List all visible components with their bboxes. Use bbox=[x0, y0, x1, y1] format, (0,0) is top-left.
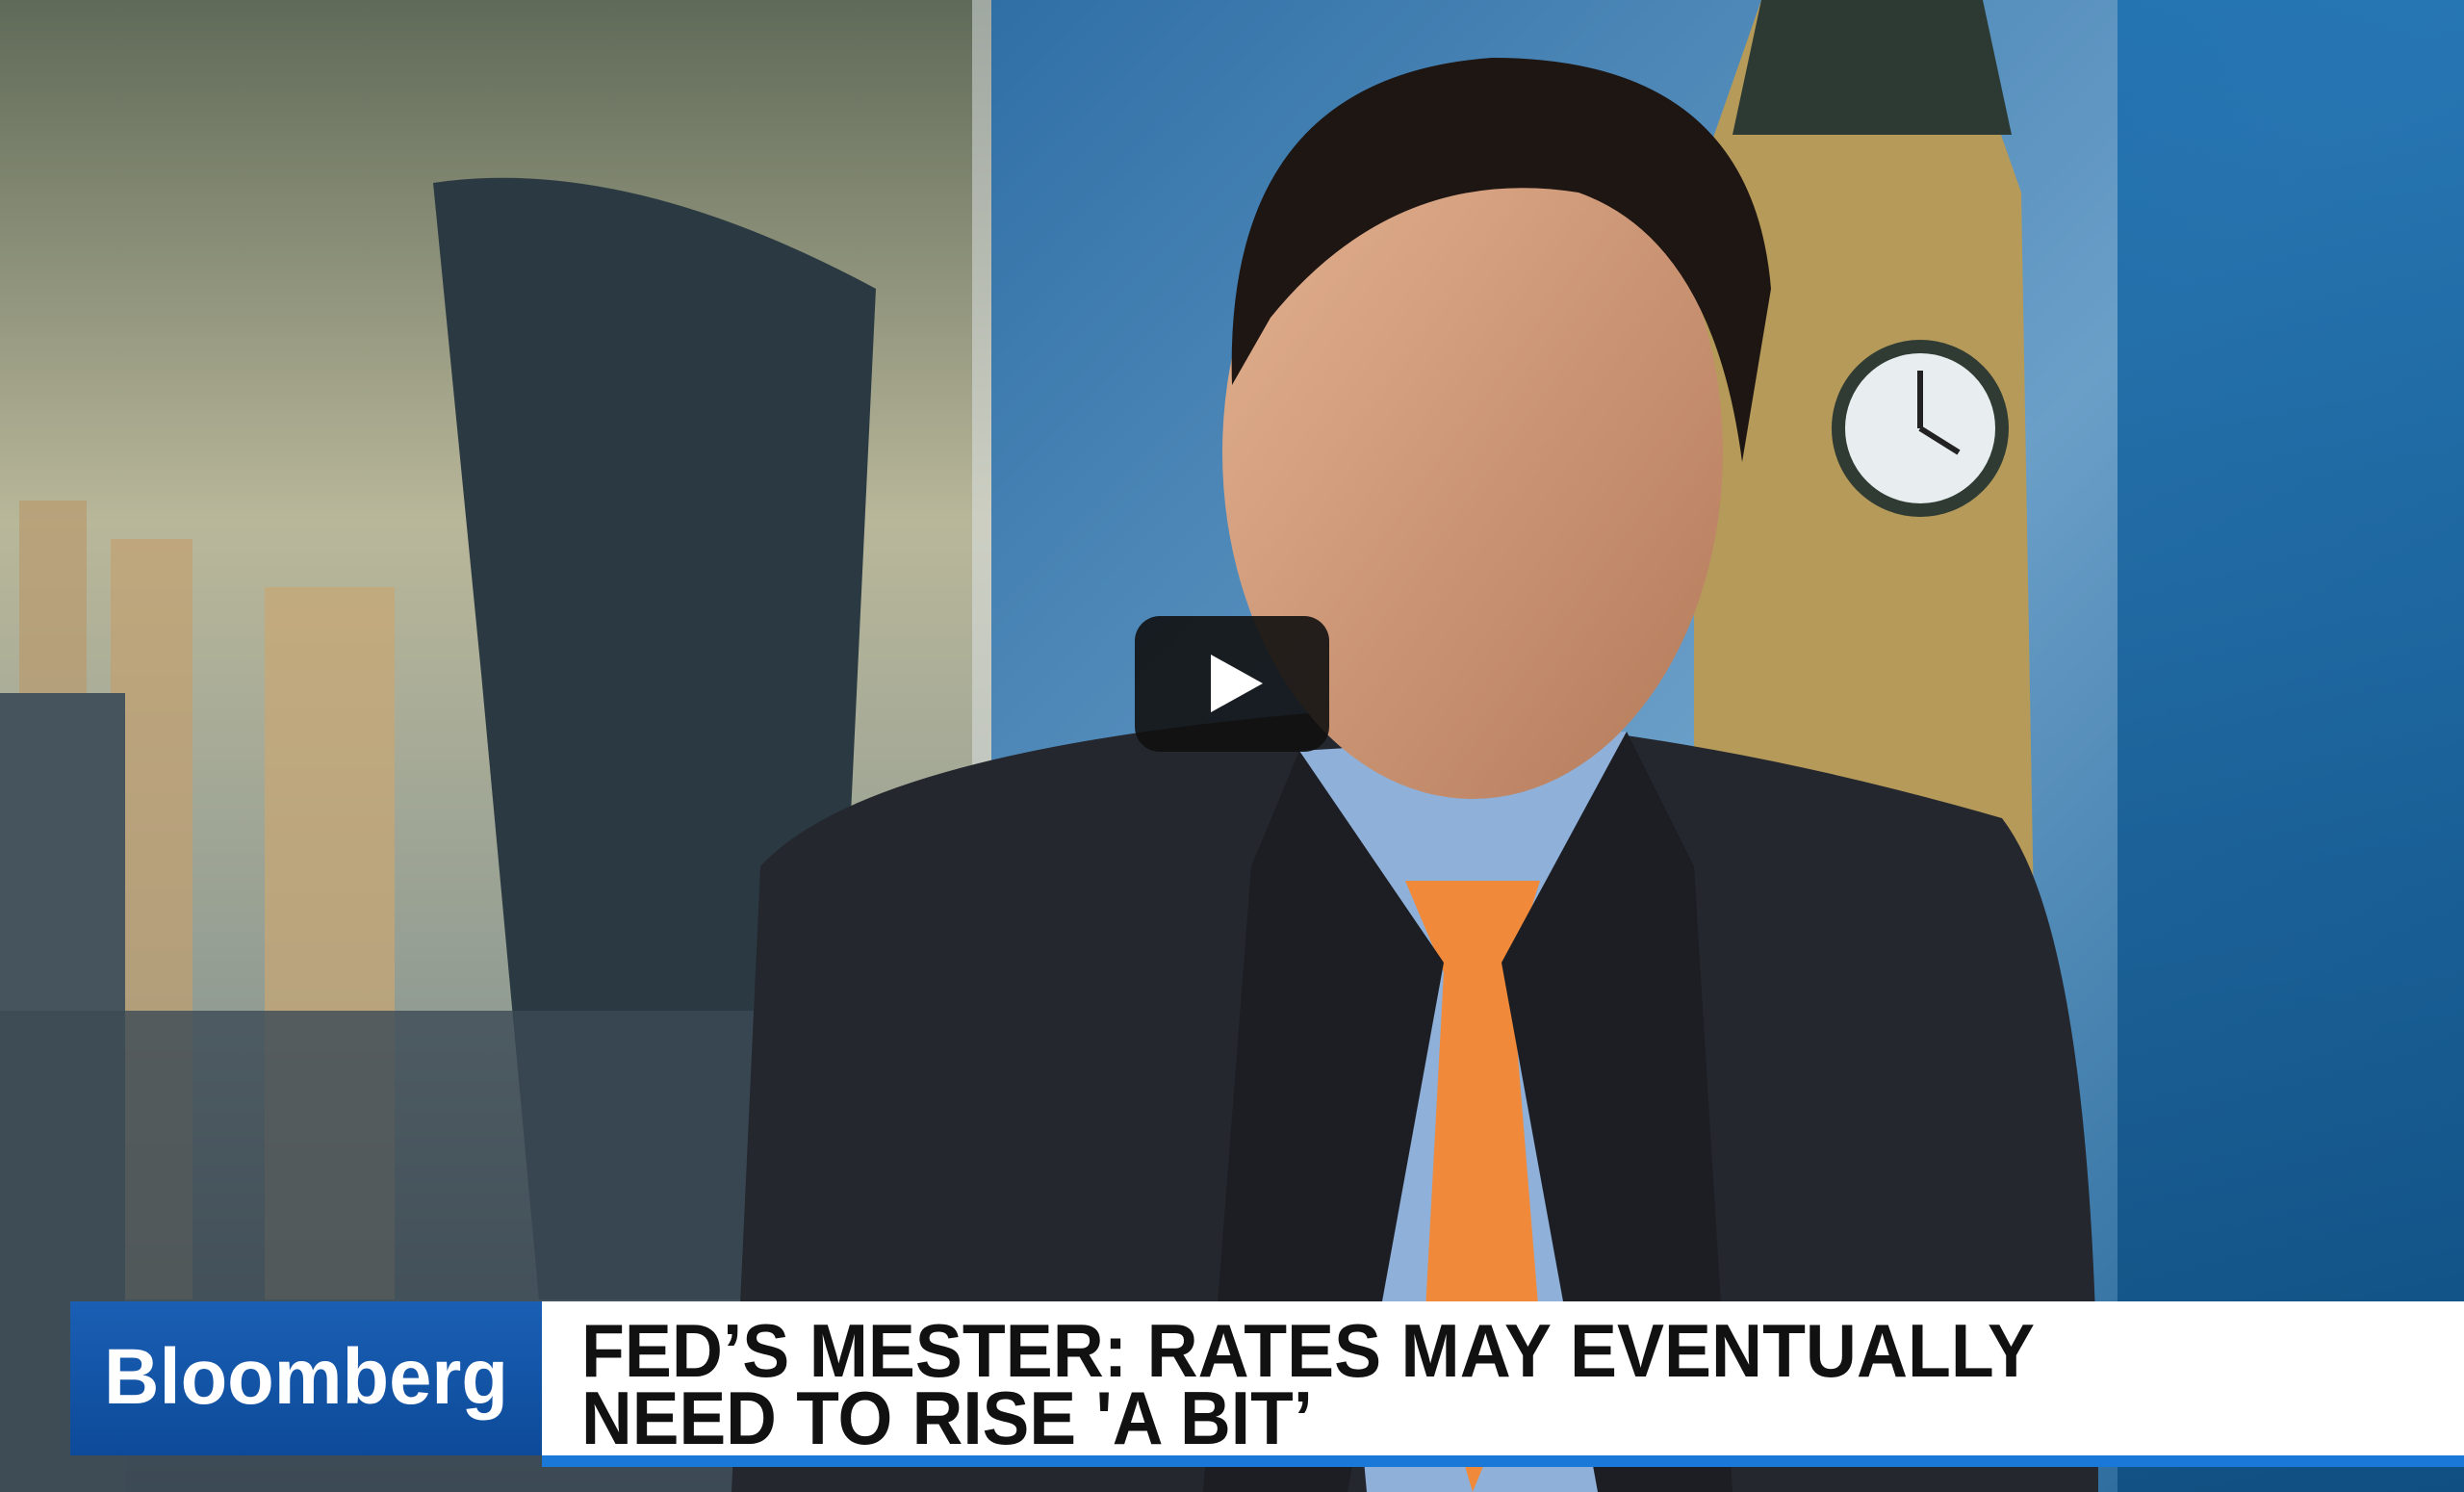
play-button[interactable] bbox=[1135, 616, 1329, 752]
face bbox=[1222, 106, 1723, 799]
hair bbox=[1231, 58, 1771, 462]
logo-box bbox=[70, 1301, 542, 1455]
logo: Bloomberg bbox=[104, 1333, 508, 1421]
headline-underline bbox=[542, 1455, 2464, 1467]
play-icon[interactable] bbox=[1211, 655, 1263, 712]
headline-box bbox=[542, 1301, 2464, 1455]
clock-tower-roof bbox=[1732, 0, 2012, 135]
studio-screen bbox=[2118, 0, 2464, 1492]
headline-line: FED’S MESTER: RATES MAY EVENTUALLY bbox=[581, 1308, 2035, 1393]
headline-line: NEED TO RISE 'A BIT’ bbox=[581, 1376, 1313, 1460]
clock-hand bbox=[1918, 425, 1961, 455]
